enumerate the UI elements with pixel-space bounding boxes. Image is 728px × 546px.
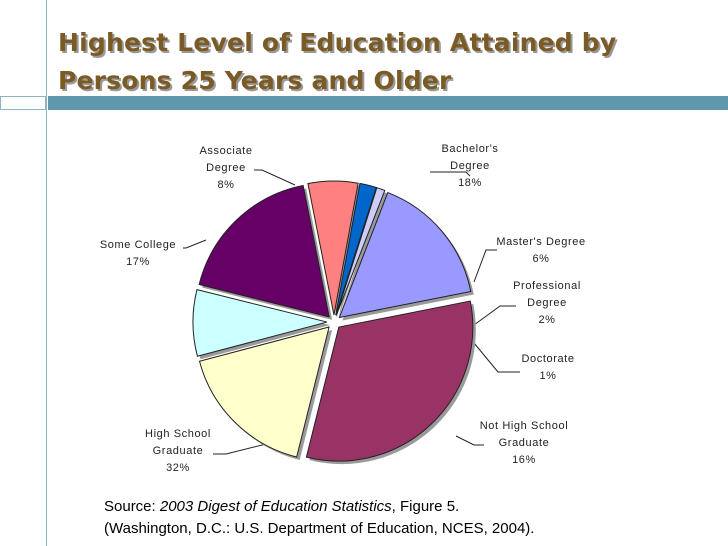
pie-slice xyxy=(338,191,472,319)
pie-slice-label: Master's Degree xyxy=(496,236,585,248)
source-title: 2003 Digest of Education Statistics xyxy=(159,498,392,515)
pie-slice xyxy=(307,180,359,316)
pie-slice-label: Graduate xyxy=(153,445,204,457)
slide-title-line-1: Highest Level of Education Attained by xyxy=(58,28,617,57)
pie-slice-label: 32% xyxy=(166,462,190,474)
pie-leader-line xyxy=(473,342,520,373)
pie-slice xyxy=(335,187,386,316)
source-line-2: (Washington, D.C.: U.S. Department of Ed… xyxy=(104,520,535,537)
pie-slice xyxy=(192,289,328,357)
pie-leader-line xyxy=(254,169,296,186)
pie-slice-label: Degree xyxy=(206,162,246,174)
pie-slice-label: 17% xyxy=(126,256,150,268)
pie-leader-line xyxy=(430,171,471,177)
pie-slice xyxy=(335,182,377,316)
pie-slice-label: 18% xyxy=(458,177,482,189)
pie-slice-label: Graduate xyxy=(499,437,550,449)
pie-slice-label: Professional xyxy=(513,280,581,292)
source-suffix: , Figure 5. xyxy=(391,498,460,515)
pie-slice xyxy=(198,326,330,458)
title-accent-bar xyxy=(48,96,728,110)
slide-title: Highest Level of Education Attained by P… xyxy=(58,24,698,100)
pie-slice-label: Some College xyxy=(100,239,176,251)
pie-leader-line xyxy=(473,305,516,326)
source-citation: Source: 2003 Digest of Education Statist… xyxy=(104,496,704,540)
pie-slice-label: 1% xyxy=(539,370,556,382)
pie-slice-label: Associate xyxy=(199,145,252,157)
pie-leader-line xyxy=(455,435,484,446)
pie-slice-label: 8% xyxy=(217,179,234,191)
pie-slice xyxy=(198,184,330,318)
pie-leader-line xyxy=(473,249,497,283)
pie-slice-label: High School xyxy=(145,428,211,440)
slide-vertical-rule xyxy=(46,0,47,546)
pie-slice-label: Doctorate xyxy=(521,353,574,365)
pie-slice-label: 6% xyxy=(532,253,549,265)
title-underline-box xyxy=(0,96,46,110)
pie-leader-line xyxy=(183,239,207,249)
pie-slice-label: 16% xyxy=(512,454,536,466)
slide-title-line-2: Persons 25 Years and Older xyxy=(58,66,452,95)
pie-slice-label: 2% xyxy=(538,314,555,326)
source-prefix: Source: xyxy=(104,498,160,515)
pie-slice-label: Degree xyxy=(527,297,567,309)
pie-slice-label: Degree xyxy=(450,160,490,172)
pie-slice-label: Bachelor's xyxy=(441,143,498,155)
source-line-1: Source: 2003 Digest of Education Statist… xyxy=(104,496,704,518)
pie-slice-label: Not High School xyxy=(480,420,569,432)
pie-slice xyxy=(305,300,474,462)
